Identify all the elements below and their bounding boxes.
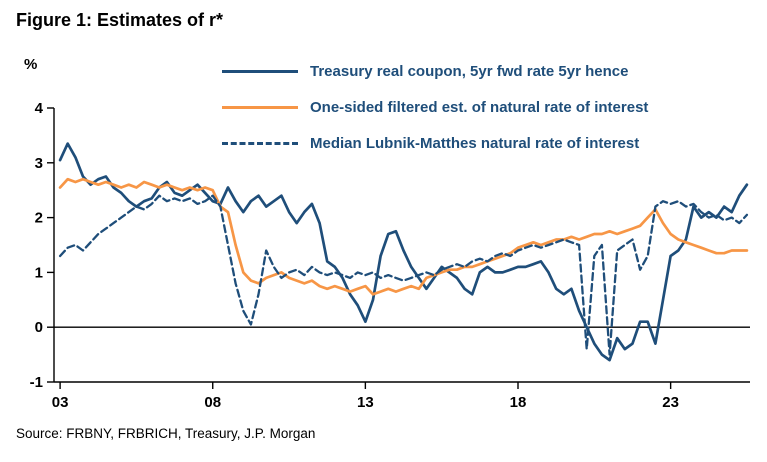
svg-text:03: 03 <box>52 394 69 411</box>
svg-text:1: 1 <box>35 264 43 281</box>
figure-title: Figure 1: Estimates of r* <box>16 10 224 30</box>
chart-legend: Treasury real coupon, 5yr fwd rate 5yr h… <box>222 60 648 154</box>
legend-line-sample-solid-blue <box>222 69 298 73</box>
svg-text:23: 23 <box>662 394 679 411</box>
legend-label: Treasury real coupon, 5yr fwd rate 5yr h… <box>310 62 629 80</box>
svg-text:13: 13 <box>357 394 374 411</box>
svg-text:4: 4 <box>35 100 44 117</box>
svg-text:2: 2 <box>35 210 43 227</box>
legend-item-lubnik-matthes: Median Lubnik-Matthes natural rate of in… <box>222 132 648 154</box>
y-axis-unit-label: % <box>24 56 38 73</box>
legend-label: One-sided filtered est. of natural rate … <box>310 98 649 116</box>
svg-text:-1: -1 <box>30 374 43 391</box>
svg-text:18: 18 <box>510 394 527 411</box>
svg-text:0: 0 <box>35 319 43 336</box>
legend-line-sample-solid-orange <box>222 105 298 109</box>
legend-item-treasury: Treasury real coupon, 5yr fwd rate 5yr h… <box>222 60 648 82</box>
svg-text:08: 08 <box>204 394 221 411</box>
legend-item-filtered: One-sided filtered est. of natural rate … <box>222 96 648 118</box>
svg-text:3: 3 <box>35 155 43 172</box>
legend-label: Median Lubnik-Matthes natural rate of in… <box>310 134 640 152</box>
legend-line-sample-dashed-blue <box>222 141 298 145</box>
source-note: Source: FRBNY, FRBRICH, Treasury, J.P. M… <box>16 426 316 441</box>
